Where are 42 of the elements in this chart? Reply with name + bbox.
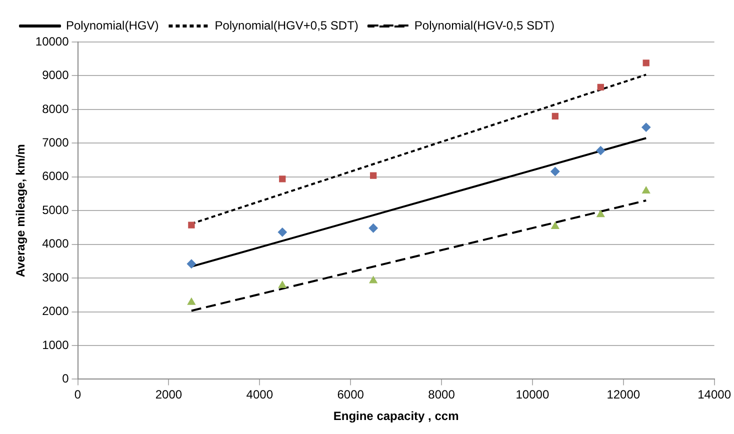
x-tick-label: 10000: [516, 388, 550, 402]
point: [188, 222, 195, 228]
y-tick-label: 5000: [42, 202, 70, 217]
y-tick-label: 9000: [42, 68, 70, 82]
y-tick-label: 8000: [42, 102, 70, 116]
y-tick-label: 3000: [42, 270, 70, 284]
legend-label: Polynomial(HGV): [66, 18, 159, 32]
y-tick-label: 2000: [42, 304, 70, 318]
x-tick-label: 0: [74, 388, 82, 402]
x-tick-label: 6000: [337, 388, 364, 402]
point: [551, 222, 560, 229]
point: [642, 60, 650, 66]
y-tick-label: 1000: [42, 338, 70, 352]
point: [552, 112, 559, 120]
point: [596, 210, 605, 218]
point: [596, 146, 606, 156]
point: [369, 276, 378, 284]
x-tick-label: 2000: [155, 388, 182, 402]
y-tick-label: 7000: [42, 135, 70, 150]
point: [642, 122, 651, 132]
x-tick-label: 8000: [428, 388, 456, 402]
y-tick-label: 0: [62, 372, 70, 386]
x-axis-title: Engine capacity , ccm: [333, 409, 459, 424]
point: [368, 224, 378, 233]
point: [370, 172, 377, 179]
x-tick-label: 14000: [698, 388, 732, 402]
point: [278, 280, 286, 288]
point: [597, 84, 604, 91]
point: [187, 298, 196, 305]
point: [642, 186, 650, 194]
legend-label: Polynomial(HGV+0,5 SDT): [214, 18, 358, 32]
point: [550, 166, 560, 176]
point: [278, 228, 287, 237]
legend-label: Polynomial(HGV-0,5 SDT): [414, 18, 554, 32]
x-tick-label: 4000: [246, 388, 274, 402]
y-tick-label: 4000: [42, 236, 70, 251]
y-tick-label: 6000: [42, 169, 70, 184]
x-tick-label: 12000: [606, 388, 640, 402]
point: [186, 259, 196, 268]
point: [279, 176, 286, 182]
y-axis-title: Average mileage, km/m: [14, 144, 28, 278]
y-tick-label: 10000: [35, 34, 70, 48]
